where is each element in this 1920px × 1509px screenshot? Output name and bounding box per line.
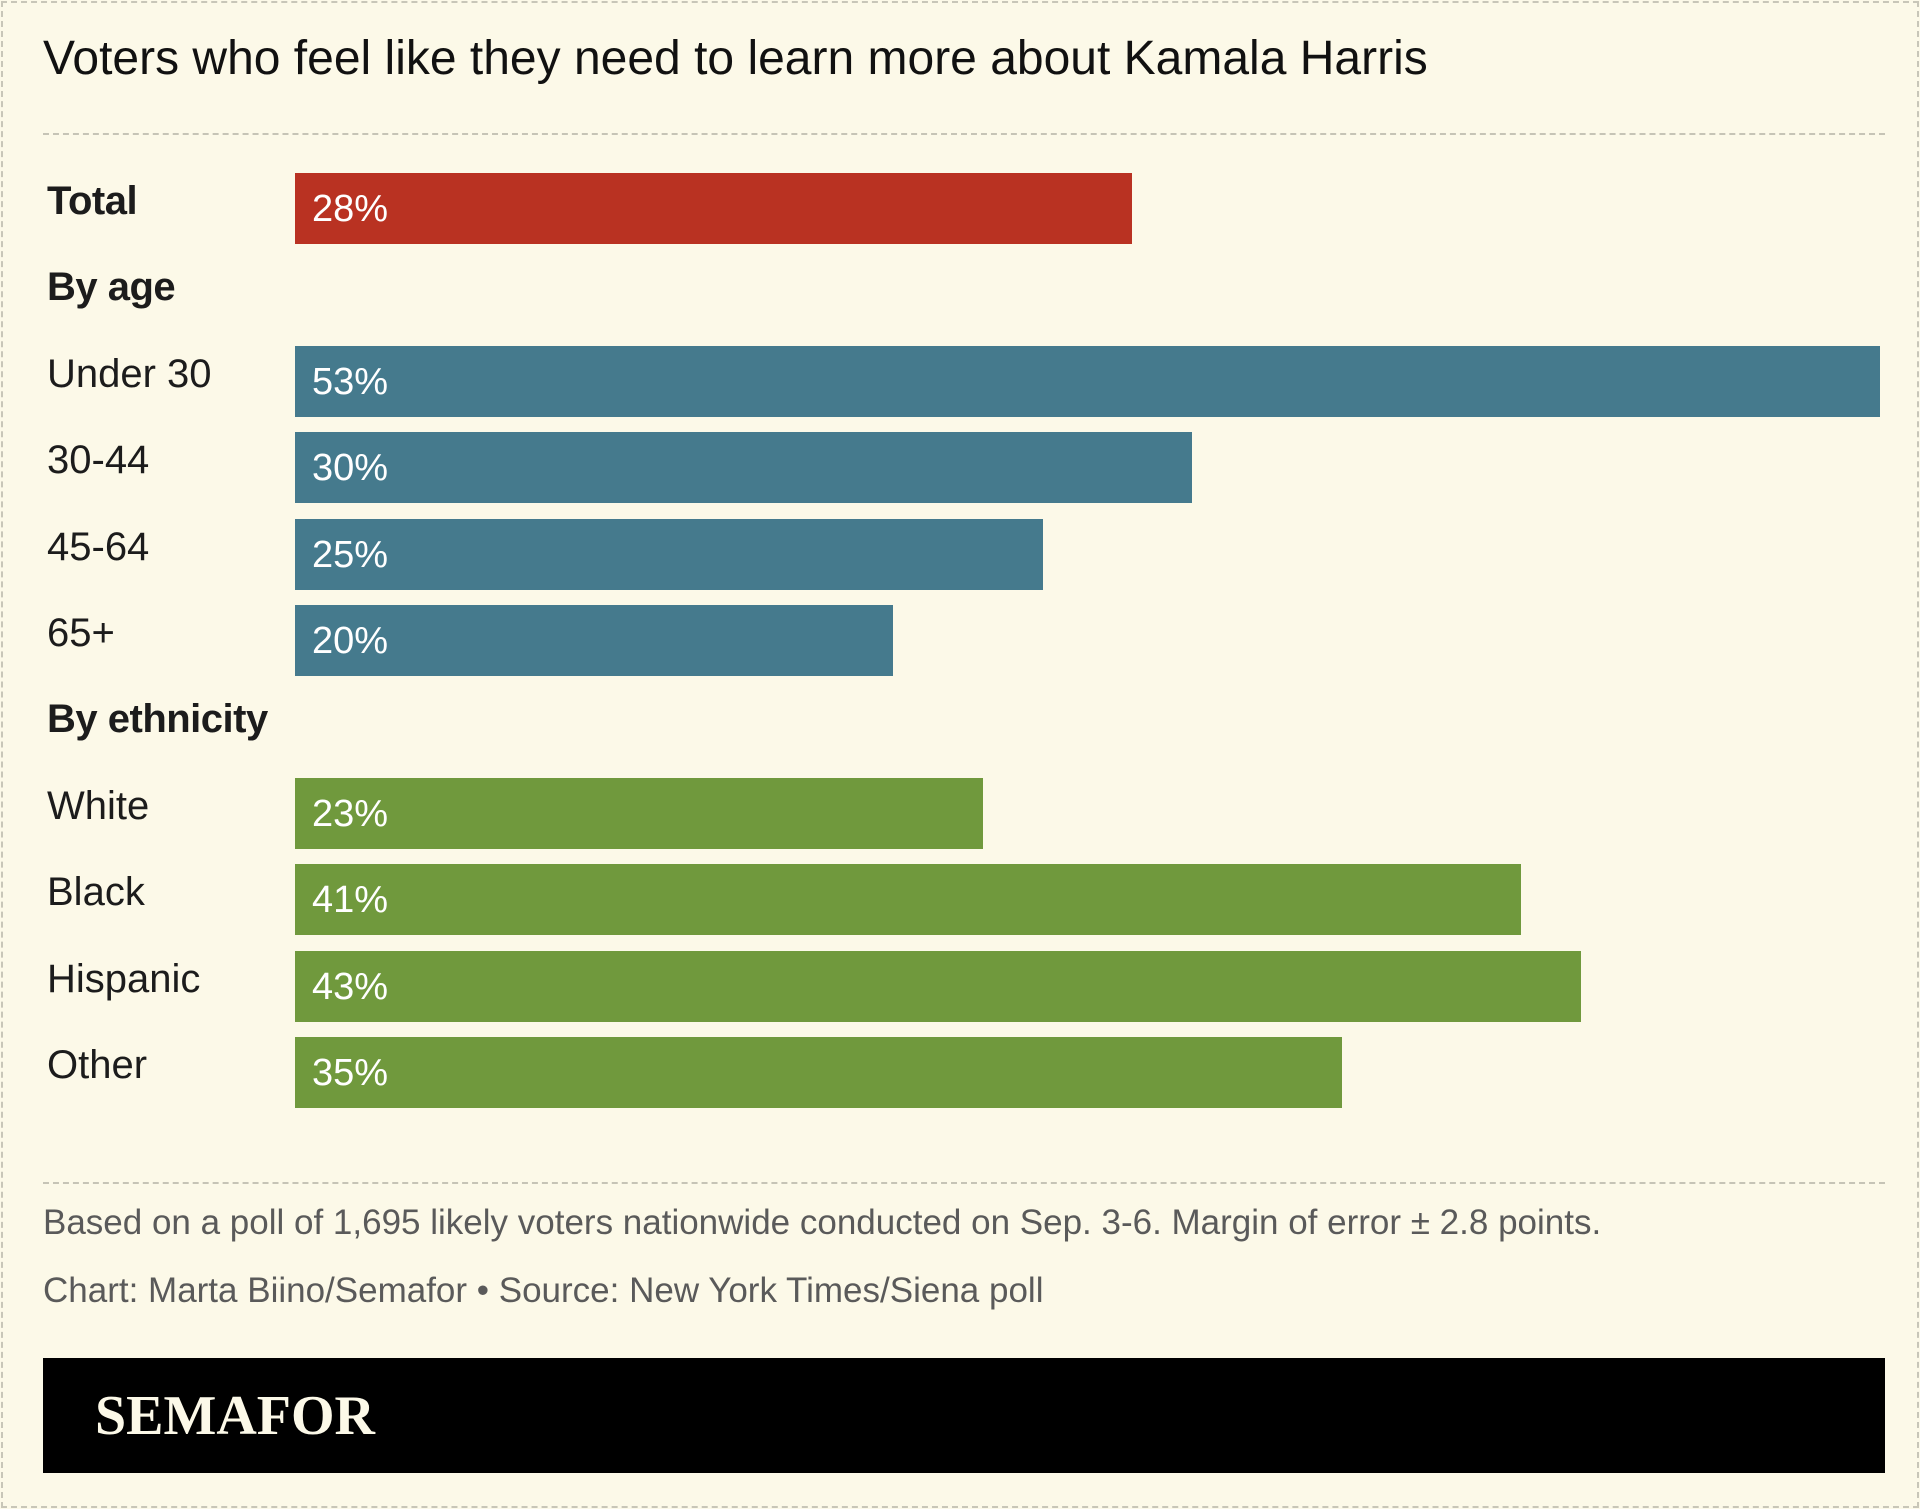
top-divider — [43, 133, 1885, 135]
chart-title: Voters who feel like they need to learn … — [43, 32, 1428, 85]
source-credit: Chart: Marta Biino/Semafor • Source: New… — [43, 1271, 1044, 1310]
bar — [295, 173, 1133, 244]
bar — [295, 777, 983, 849]
category-label: 65+ — [47, 611, 115, 655]
category-label: Under 30 — [47, 351, 212, 396]
group-label: By age — [47, 265, 176, 310]
data-label: 25% — [312, 533, 389, 576]
category-label: Black — [47, 870, 145, 915]
group-label: By ethnicity — [47, 697, 268, 742]
bar — [295, 432, 1193, 504]
data-label: 20% — [312, 620, 389, 662]
category-label: Other — [47, 1043, 148, 1087]
data-label: 35% — [312, 1052, 389, 1094]
bar — [295, 950, 1581, 1022]
category-label: 30-44 — [47, 438, 150, 483]
data-label: 28% — [312, 188, 389, 230]
methodology-note: Based on a poll of 1,695 likely voters n… — [43, 1203, 1602, 1242]
bar — [295, 1037, 1342, 1108]
bar — [295, 345, 1880, 417]
brand-bar: SEMAFOR — [43, 1358, 1885, 1473]
bar-chart: Total 28% By age Under 30 53% 30-44 30% 45-64 25… — [3, 3, 1920, 1143]
category-label: White — [47, 783, 150, 828]
brand-logo: SEMAFOR — [95, 1385, 375, 1447]
bottom-divider — [43, 1182, 1885, 1184]
data-label: 53% — [312, 360, 389, 403]
data-label: 23% — [312, 792, 389, 835]
data-label: 41% — [312, 879, 389, 922]
bar — [295, 605, 894, 676]
bar — [295, 518, 1043, 590]
data-label: 43% — [312, 965, 389, 1008]
category-label: Total — [47, 179, 138, 223]
category-label: 45-64 — [47, 524, 150, 569]
bar — [295, 864, 1522, 936]
data-label: 30% — [312, 447, 389, 490]
category-label: Hispanic — [47, 956, 201, 1001]
